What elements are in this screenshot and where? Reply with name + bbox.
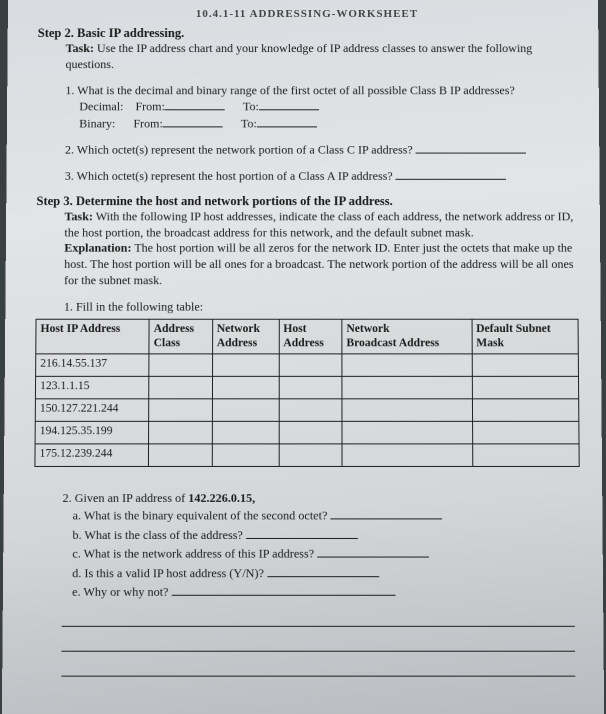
to-label-2: To: — [241, 116, 257, 130]
decimal-to-blank[interactable] — [259, 100, 319, 111]
table-row: 175.12.239.244 — [35, 444, 579, 467]
q2-blank[interactable] — [416, 142, 527, 153]
blank-cell[interactable] — [212, 421, 279, 444]
step2-title: Step 2. Basic IP addressing. — [38, 26, 577, 41]
from-label-1: From: — [135, 100, 164, 114]
step2-task: Task: Task: Use the IP address chart and… — [66, 41, 577, 72]
blank-cell[interactable] — [342, 444, 472, 467]
qc: c. What is the network address of this I… — [72, 546, 314, 560]
blank-cell[interactable] — [149, 376, 212, 398]
blank-cell[interactable] — [212, 376, 279, 398]
step3-fill: 1. Fill in the following table: — [64, 298, 579, 314]
from-label-2: From: — [133, 116, 163, 130]
answer-line[interactable] — [62, 633, 576, 652]
q1-prompt: 1. What is the decimal and binary range … — [65, 83, 514, 97]
q2-lead: 2. Given an IP address of — [63, 490, 189, 504]
ip-cell: 123.1.1.15 — [35, 376, 148, 398]
step2-q1: 1. What is the decimal and binary range … — [65, 82, 577, 131]
step2-q2: 2. Which octet(s) represent the network … — [65, 141, 577, 157]
blank-cell[interactable] — [472, 421, 579, 444]
binary-from-blank[interactable] — [163, 116, 223, 127]
binary-to-blank[interactable] — [257, 116, 317, 127]
table-row: 150.127.221.244 — [35, 399, 579, 422]
blank-cell[interactable] — [149, 421, 212, 444]
col-host-addr: HostAddress — [279, 320, 342, 354]
blank-cell[interactable] — [149, 444, 212, 467]
qa-blank[interactable] — [330, 508, 442, 519]
q3-text: 3. Which octet(s) represent the host por… — [65, 169, 393, 183]
blank-cell[interactable] — [342, 376, 472, 398]
col-broadcast: NetworkBroadcast Address — [342, 320, 472, 354]
blank-cell[interactable] — [472, 354, 579, 376]
blank-cell[interactable] — [472, 444, 579, 467]
step3-task: Task: With the following IP host address… — [64, 209, 578, 241]
blank-cell[interactable] — [472, 376, 579, 398]
blank-cell[interactable] — [342, 421, 472, 444]
qd: d. Is this a valid IP host address (Y/N)… — [72, 566, 264, 580]
ip-cell: 150.127.221.244 — [35, 399, 149, 422]
qc-blank[interactable] — [317, 546, 429, 557]
page-header-fragment: 10.4.1-11 ADDRESSING-WORKSHEET — [38, 8, 576, 20]
blank-cell[interactable] — [279, 354, 342, 376]
answer-line[interactable] — [62, 608, 575, 627]
blank-cell[interactable] — [212, 399, 279, 422]
table-row: 123.1.1.15 — [35, 376, 578, 398]
table-header-row: Host IP Address AddressClass NetworkAddr… — [36, 320, 579, 354]
q2-given: 2. Given an IP address of 142.226.0.15, — [63, 489, 581, 506]
answer-line[interactable] — [61, 658, 575, 677]
binary-label: Binary: — [79, 116, 115, 130]
ip-table: Host IP Address AddressClass NetworkAddr… — [34, 319, 579, 467]
step3-title: Step 3. Determine the host and network p… — [36, 194, 577, 209]
qa: a. What is the binary equivalent of the … — [73, 508, 328, 522]
table-row: 194.125.35.199 — [35, 421, 579, 444]
blank-cell[interactable] — [472, 399, 579, 422]
qb: b. What is the class of the address? — [72, 527, 242, 541]
blank-cell[interactable] — [342, 399, 472, 422]
q2-ip: 142.226.0.15, — [188, 490, 255, 504]
blank-cell[interactable] — [279, 376, 342, 398]
sub-questions: a. What is the binary equivalent of the … — [72, 506, 581, 602]
ip-cell: 175.12.239.244 — [35, 444, 149, 467]
step3-explanation: Explanation: The host portion will be al… — [64, 241, 578, 288]
ip-cell: 194.125.35.199 — [35, 421, 149, 444]
blank-cell[interactable] — [279, 399, 342, 422]
q3-blank[interactable] — [396, 169, 507, 180]
blank-cell[interactable] — [212, 444, 279, 467]
step2-q3: 3. Which octet(s) represent the host por… — [65, 168, 578, 184]
col-subnet: Default SubnetMask — [472, 320, 579, 354]
blank-cell[interactable] — [279, 421, 342, 444]
decimal-from-blank[interactable] — [165, 100, 225, 111]
blank-cell[interactable] — [149, 354, 212, 376]
qd-blank[interactable] — [267, 566, 379, 577]
qb-blank[interactable] — [246, 527, 358, 538]
ip-cell: 216.14.55.137 — [36, 354, 149, 376]
qe: e. Why or why not? — [72, 585, 168, 599]
blank-cell[interactable] — [342, 354, 472, 376]
blank-cell[interactable] — [279, 444, 342, 467]
table-row: 216.14.55.137 — [36, 354, 579, 376]
worksheet-page: 10.4.1-11 ADDRESSING-WORKSHEET Step 2. B… — [2, 0, 604, 714]
col-network-addr: NetworkAddress — [212, 320, 279, 354]
blank-cell[interactable] — [149, 399, 212, 422]
to-label-1: To: — [243, 100, 259, 114]
qe-blank[interactable] — [172, 585, 396, 596]
col-host-ip: Host IP Address — [36, 320, 149, 354]
col-class: AddressClass — [149, 320, 212, 354]
q2-text: 2. Which octet(s) represent the network … — [65, 142, 413, 156]
decimal-label: Decimal: — [79, 100, 123, 114]
blank-cell[interactable] — [212, 354, 279, 376]
